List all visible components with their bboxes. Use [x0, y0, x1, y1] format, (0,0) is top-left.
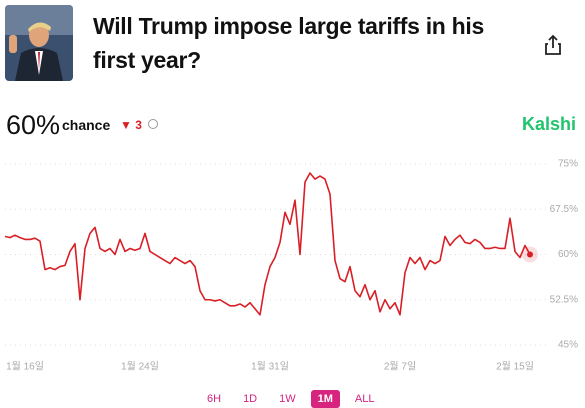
- range-buttons: 6H 1D 1W 1M ALL: [200, 390, 381, 408]
- price-line: [4, 172, 531, 316]
- share-button[interactable]: [543, 34, 563, 56]
- last-point: [527, 251, 533, 258]
- chance-change: ▼ 3: [120, 118, 142, 132]
- info-icon[interactable]: [148, 119, 158, 129]
- x-tick-label: 2월 7일: [384, 361, 416, 373]
- y-tick-label: 75%: [558, 159, 578, 170]
- chart: 75% 67.5% 60% 52.5% 45% 1월 16일 1월 24일 1월 31일 2월 …: [4, 159, 578, 373]
- range-button[interactable]: 1M: [310, 390, 340, 408]
- x-tick-label: 1월 24일: [121, 361, 159, 373]
- chance-value: 60%: [6, 110, 61, 140]
- range-button[interactable]: 6H: [207, 393, 222, 405]
- range-button[interactable]: ALL: [354, 393, 375, 405]
- brand: Kalshi: [521, 114, 576, 134]
- change-value: 3: [135, 118, 142, 132]
- market-image: [5, 5, 73, 81]
- y-tick-label: 60%: [558, 249, 578, 260]
- y-tick-label: 45%: [558, 340, 578, 351]
- x-tick-label: 1월 31일: [251, 361, 289, 373]
- range-button[interactable]: 1D: [243, 393, 258, 405]
- x-tick-label: 1월 16일: [6, 361, 44, 373]
- range-button[interactable]: 1W: [279, 393, 296, 405]
- market-title: Will Trump impose large tariffs in his f…: [93, 13, 484, 73]
- y-tick-label: 67.5%: [550, 204, 578, 215]
- y-tick-label: 52.5%: [550, 294, 578, 305]
- chance-caption: chance: [62, 117, 111, 133]
- x-tick-label: 2월 15일: [496, 361, 534, 373]
